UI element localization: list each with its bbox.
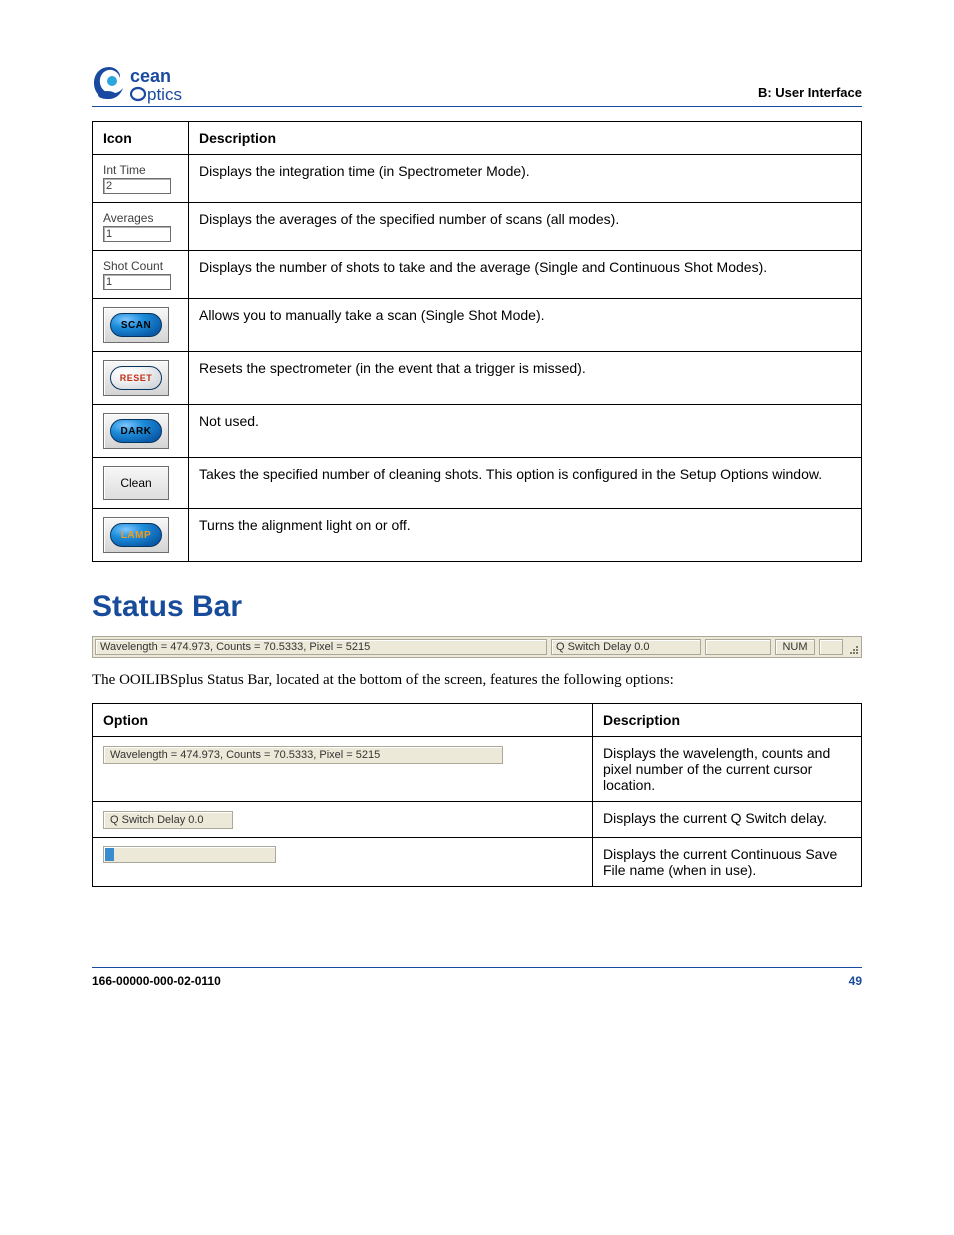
header-section-label: B: User Interface <box>758 85 862 104</box>
status-bar-paragraph: The OOILIBSplus Status Bar, located at t… <box>92 672 862 689</box>
footer-page-number: 49 <box>849 974 862 988</box>
icon-cell: Shot Count1 <box>93 251 189 299</box>
icon-cell: DARK <box>93 405 189 458</box>
status-segment: Q Switch Delay 0.0 <box>103 811 233 829</box>
table-row: Averages1 Displays the averages of the sp… <box>93 203 862 251</box>
icon-cell: LAMP <box>93 509 189 562</box>
description-cell: Displays the averages of the specified n… <box>189 203 862 251</box>
field-value[interactable]: 1 <box>103 274 171 290</box>
plain-button[interactable]: Clean <box>103 466 169 500</box>
icon-cell: SCAN <box>93 299 189 352</box>
description-cell: Allows you to manually take a scan (Sing… <box>189 299 862 352</box>
table-row: Clean Takes the specified number of clean… <box>93 458 862 509</box>
icon-cell: Clean <box>93 458 189 509</box>
logo-text-icon: cean ptics <box>130 64 204 104</box>
progress-block-icon <box>105 848 114 861</box>
svg-text:cean: cean <box>130 66 171 86</box>
icon-cell: RESET <box>93 352 189 405</box>
page-footer: 166-00000-000-02-0110 49 <box>92 967 862 988</box>
oval-button-label: RESET <box>110 366 162 390</box>
table-row: RESET Resets the spectrometer (in the eve… <box>93 352 862 405</box>
statusbar-figure: Wavelength = 474.973, Counts = 70.5333, … <box>92 636 862 658</box>
option-cell: Wavelength = 474.973, Counts = 70.5333, … <box>93 737 593 802</box>
description-cell: Turns the alignment light on or off. <box>189 509 862 562</box>
table-row: Int Time2 Displays the integration time (… <box>93 155 862 203</box>
brand-logo: cean ptics <box>92 64 204 104</box>
icon-cell: Averages1 <box>93 203 189 251</box>
field-value[interactable]: 1 <box>103 226 171 242</box>
table-row: LAMP Turns the alignment light on or off. <box>93 509 862 562</box>
col-header-description2: Description <box>593 704 862 737</box>
statusbar-qswitch-panel: Q Switch Delay 0.0 <box>551 639 701 655</box>
field-widget: Averages1 <box>103 211 178 242</box>
icon-cell: Int Time2 <box>93 155 189 203</box>
option-description-table: Option Description Wavelength = 474.973,… <box>92 703 862 887</box>
field-value[interactable]: 2 <box>103 178 171 194</box>
section-heading-status-bar: Status Bar <box>92 590 862 624</box>
statusbar-spacer <box>705 639 771 655</box>
statusbar-main-panel: Wavelength = 474.973, Counts = 70.5333, … <box>95 639 547 655</box>
oval-button[interactable]: LAMP <box>103 517 169 553</box>
oval-button-label: DARK <box>110 419 162 443</box>
option-cell <box>93 838 593 887</box>
footer-docnum: 166-00000-000-02-0110 <box>92 974 221 988</box>
icon-description-table: Icon Description Int Time2 Displays the i… <box>92 121 862 562</box>
description-cell: Displays the wavelength, counts and pixe… <box>593 737 862 802</box>
field-label: Int Time <box>103 163 178 177</box>
statusbar-num-panel: NUM <box>775 639 815 655</box>
page-header: cean ptics B: User Interface <box>92 64 862 107</box>
oval-button-label: SCAN <box>110 313 162 337</box>
col-header-option: Option <box>93 704 593 737</box>
col-header-icon: Icon <box>93 122 189 155</box>
table-row: Shot Count1 Displays the number of shots … <box>93 251 862 299</box>
table-row: DARK Not used. <box>93 405 862 458</box>
description-cell: Displays the number of shots to take and… <box>189 251 862 299</box>
field-widget: Int Time2 <box>103 163 178 194</box>
description-cell: Displays the current Q Switch delay. <box>593 802 862 838</box>
table-row: Displays the current Continuous Save Fil… <box>93 838 862 887</box>
description-cell: Takes the specified number of cleaning s… <box>189 458 862 509</box>
progress-track <box>114 848 274 861</box>
oval-button[interactable]: SCAN <box>103 307 169 343</box>
description-cell: Displays the current Continuous Save Fil… <box>593 838 862 887</box>
status-progress <box>103 846 276 863</box>
description-cell: Resets the spectrometer (in the event th… <box>189 352 862 405</box>
col-header-description: Description <box>189 122 862 155</box>
table-row: SCAN Allows you to manually take a scan (… <box>93 299 862 352</box>
status-segment: Wavelength = 474.973, Counts = 70.5333, … <box>103 746 503 764</box>
description-cell: Not used. <box>189 405 862 458</box>
option-cell: Q Switch Delay 0.0 <box>93 802 593 838</box>
table-row: Q Switch Delay 0.0 Displays the current Q… <box>93 802 862 838</box>
description-cell: Displays the integration time (in Spectr… <box>189 155 862 203</box>
field-label: Shot Count <box>103 259 178 273</box>
oval-button-label: LAMP <box>110 523 162 547</box>
oval-button[interactable]: RESET <box>103 360 169 396</box>
logo-swirl-icon <box>92 65 126 103</box>
resize-grip-icon <box>848 644 860 656</box>
svg-text:ptics: ptics <box>147 85 182 104</box>
field-widget: Shot Count1 <box>103 259 178 290</box>
oval-button[interactable]: DARK <box>103 413 169 449</box>
statusbar-trailing-panel <box>819 639 843 655</box>
field-label: Averages <box>103 211 178 225</box>
table-row: Wavelength = 474.973, Counts = 70.5333, … <box>93 737 862 802</box>
statusbar-resize-grip <box>845 637 861 657</box>
